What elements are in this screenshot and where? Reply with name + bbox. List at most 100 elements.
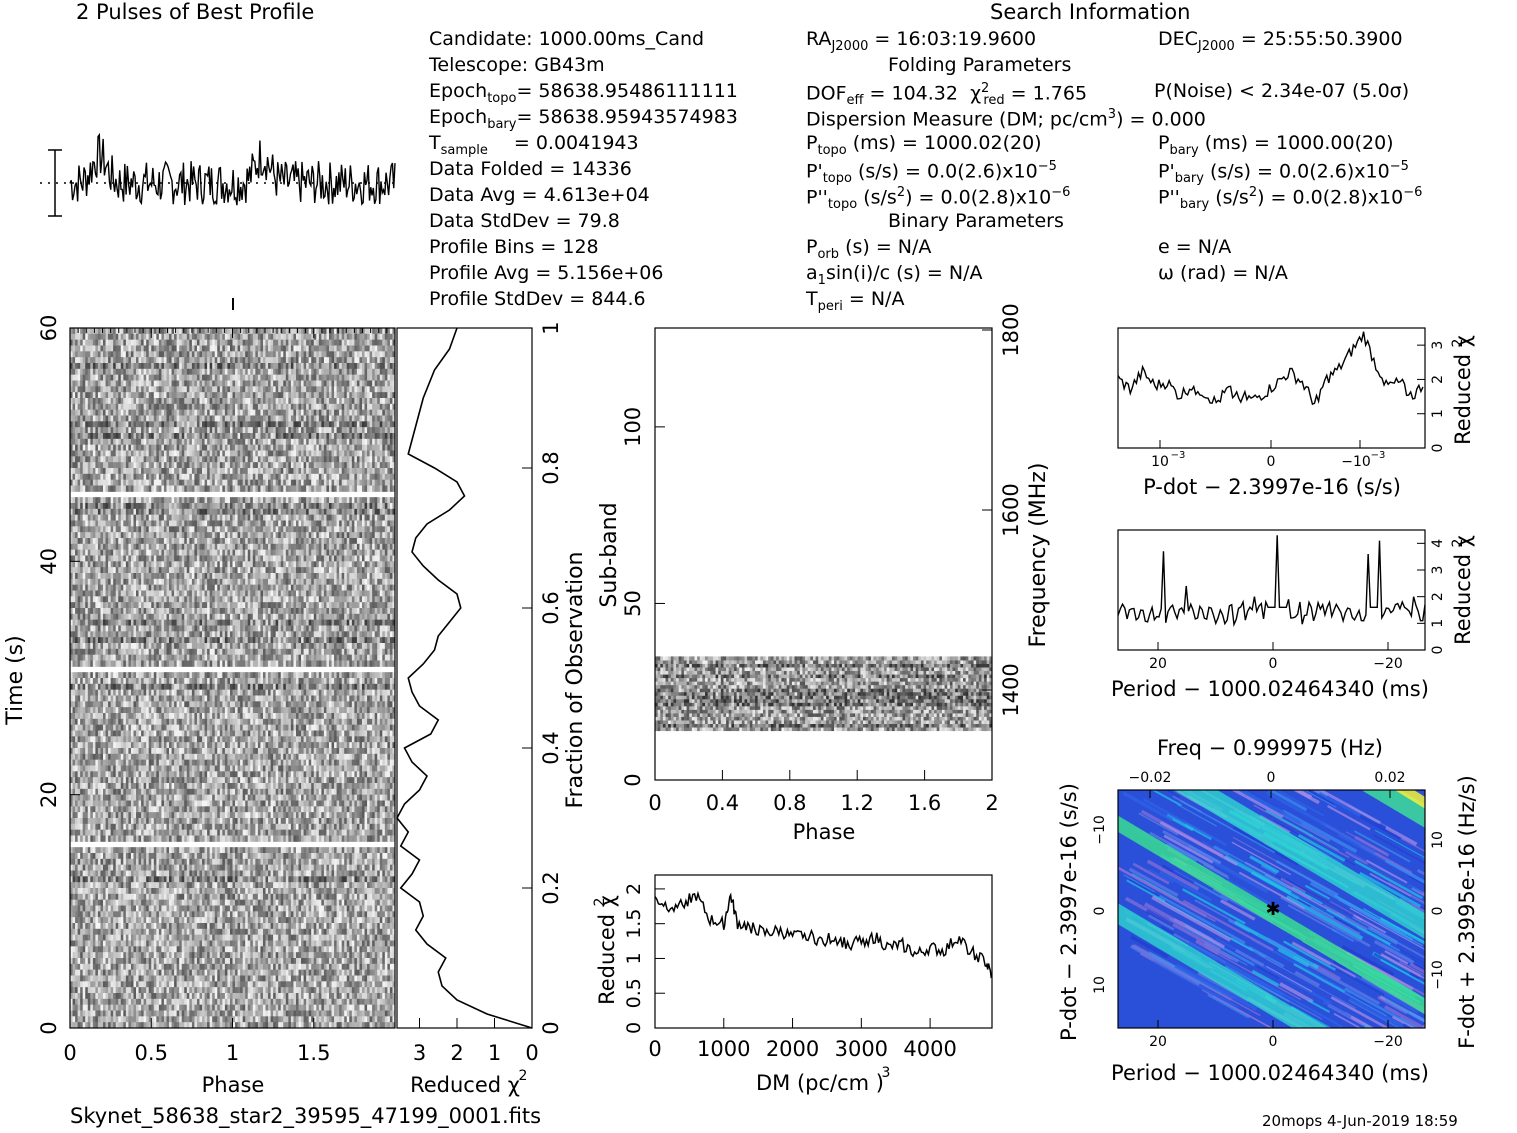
pdot-chi-xtick-label: 10	[1151, 454, 1169, 470]
dm-chi-frame	[654, 874, 993, 1029]
ppdot-xtick-top-label: 0.02	[1374, 770, 1405, 786]
search-title: Search Information	[990, 0, 1191, 24]
ppdot-ylabel-right: F-dot + 2.3995e-16 (Hz/s)	[1455, 775, 1479, 1049]
porb-line: Porb (s) = N/A	[806, 236, 932, 262]
dm-chi-ytick-label: 1	[623, 952, 645, 964]
subband-xtick-label: 0.8	[773, 791, 806, 815]
subband-xtick-label: 0	[648, 791, 661, 815]
time-redchi-xlabel: Reduced χ	[410, 1073, 520, 1097]
data-avg-line: Data Avg = 4.613e+04	[429, 184, 650, 206]
time-phase-ylabel: Time (s)	[3, 635, 28, 725]
dm-line: Dispersion Measure (DM; pc/cm3) = 0.000	[806, 107, 1206, 131]
data-folded-line: Data Folded = 14336	[429, 158, 632, 180]
time-redchi-ylabel: Fraction of Observation	[563, 552, 588, 809]
time-redchi-frame	[396, 327, 533, 1029]
time-redchi-xtick-label: 3	[413, 1041, 426, 1065]
ra-line: RAJ2000 = 16:03:19.9600	[806, 28, 1037, 54]
subband-xtick-label: 1.6	[908, 791, 941, 815]
a1-line: a1sin(i)/c (s) = N/A	[806, 262, 983, 288]
time-phase-ytick-label: 0	[37, 1021, 61, 1034]
ppdot-ytick-label: 10	[1092, 976, 1108, 994]
profile-avg-line: Profile Avg = 5.156e+06	[429, 262, 664, 284]
subband-frame	[654, 327, 993, 781]
pdot-chi-line	[1117, 331, 1424, 406]
dm-chi-ytick-label: 0	[623, 1022, 645, 1034]
dm-chi-xtick-label: 3000	[835, 1037, 888, 1061]
period-chi-ytick-label: 3	[1430, 566, 1446, 575]
timestamp: 20mops 4-Jun-2019 18:59	[1262, 1112, 1458, 1130]
time-redchi-xtick-label: 0	[525, 1041, 538, 1065]
time-phase-xtick-label: 0.5	[135, 1041, 168, 1065]
time-phase-xlabel: Phase	[202, 1073, 265, 1097]
period-chi-xtick-label: 0	[1269, 656, 1278, 672]
dm-chi-line	[654, 890, 993, 979]
profile-std-line: Profile StdDev = 844.6	[429, 288, 646, 310]
pdot-chi-ylabel: Reduced χ	[1451, 335, 1475, 445]
ppdot-best-marker: ✱	[1265, 899, 1280, 920]
pdot-chi-ytick-label: 2	[1430, 375, 1446, 384]
ppdot-image	[1118, 790, 1425, 1028]
subband-ytick-label: 100	[621, 407, 645, 447]
subband-ytick-right-label: 1800	[999, 303, 1023, 356]
profile-title: 2 Pulses of Best Profile	[76, 0, 315, 24]
time-phase-ytick-label: 60	[37, 315, 61, 342]
ppdot-ytick-right-label: 10	[1430, 831, 1446, 849]
folding-title: Folding Parameters	[888, 54, 1072, 76]
subband-ytick-right-label: 1400	[999, 663, 1023, 716]
time-phase-ytick-label: 20	[37, 781, 61, 808]
epoch-bary-line: Epochbary= 58638.95943574983	[429, 106, 738, 132]
time-redchi-ytick-label: 0.8	[539, 451, 563, 484]
ppdot-xlabel-top: Freq − 0.999975 (Hz)	[1157, 736, 1383, 760]
pbary-line: Pbary (ms) = 1000.00(20)	[1158, 132, 1394, 158]
pdot-chi-ytick-label: 1	[1430, 409, 1446, 418]
time-phase-xtick-label: 1	[226, 1041, 239, 1065]
period-chi-xtick-label: 20	[1149, 656, 1167, 672]
ppdot-xtick-top-label: −0.02	[1129, 770, 1172, 786]
pddbary-line: P''bary (s/s2) = 0.0(2.8)x10−6	[1158, 185, 1423, 213]
subband-xlabel: Phase	[793, 820, 856, 844]
ppdot-ytick-label: −10	[1092, 815, 1108, 845]
period-chi-frame	[1117, 529, 1426, 651]
pdot-chi-ylabel-exp: 2	[1450, 339, 1466, 348]
data-std-line: Data StdDev = 79.8	[429, 210, 620, 232]
time-redchi-ytick-label: 1	[539, 321, 563, 334]
time-phase-image	[70, 328, 396, 1029]
dm-chi-xlabel-exp: 3	[882, 1065, 891, 1081]
subband-ytick-label: 0	[621, 773, 645, 786]
dm-chi-xtick-label: 0	[648, 1037, 661, 1061]
ptopo-line: Ptopo (ms) = 1000.02(20)	[806, 132, 1042, 158]
period-chi-ytick-label: 1	[1430, 619, 1446, 628]
epoch-topo-line: Epochtopo= 58638.95486111111	[429, 80, 738, 106]
subband-xtick-label: 2	[985, 791, 998, 815]
period-chi-ytick-label: 0	[1430, 646, 1446, 655]
time-phase-ytick-label: 40	[37, 548, 61, 575]
period-chi-ytick-label: 2	[1430, 592, 1446, 601]
dm-chi-ytick-label: 1.5	[623, 909, 645, 939]
dm-chi-ylabel-exp: 2	[592, 898, 608, 907]
ppdot-ytick-right-label: −10	[1430, 960, 1446, 990]
time-redchi-ytick-label: 0.6	[539, 591, 563, 624]
time-redchi-xlabel-exp: 2	[519, 1068, 528, 1084]
period-chi-ylabel: Reduced χ	[1451, 535, 1475, 645]
period-chi-line	[1117, 535, 1426, 628]
ppdot-xtick-label: −20	[1373, 1034, 1403, 1050]
dec-line: DECJ2000 = 25:55:50.3900	[1158, 28, 1403, 54]
period-chi-xlabel: Period − 1000.02464340 (ms)	[1111, 677, 1429, 701]
time-phase-xtick-label: 0	[63, 1041, 76, 1065]
subband-ytick-label: 50	[621, 590, 645, 617]
profile-line	[69, 132, 396, 206]
ppdot-xtick-top-label: 0	[1267, 770, 1276, 786]
pddtopo-line: P''topo (s/s2) = 0.0(2.8)x10−6	[806, 185, 1071, 213]
pdot-chi-xtick-label: 0	[1267, 454, 1276, 470]
pdot-chi-xtick-label: −10	[1341, 454, 1371, 470]
time-phase-xtick-label: 1.5	[297, 1041, 330, 1065]
pdot-chi-xtick-exp: −3	[1371, 450, 1386, 461]
dm-chi-ytick-label: 0.5	[623, 978, 645, 1008]
omega-line: ω (rad) = N/A	[1158, 262, 1288, 284]
ecc-line: e = N/A	[1158, 236, 1232, 258]
time-redchi-ytick-label: 0.2	[539, 871, 563, 904]
time-redchi-ytick-label: 0	[539, 1021, 563, 1034]
period-chi-ylabel-exp: 2	[1450, 539, 1466, 548]
profile-bins-line: Profile Bins = 128	[429, 236, 599, 258]
